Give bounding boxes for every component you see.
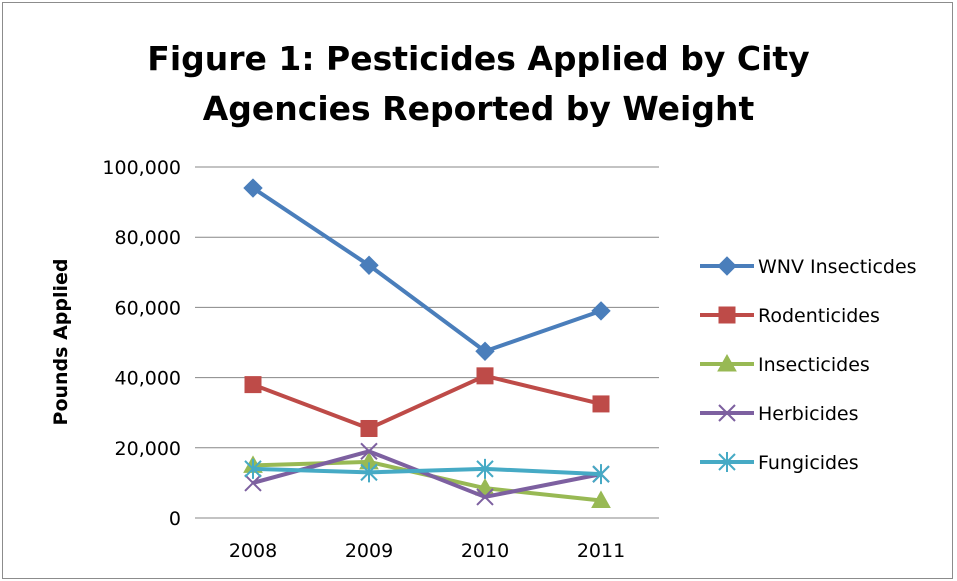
series-fungicides (244, 458, 610, 485)
y-tick-label: 20,000 (115, 438, 181, 460)
chart-title-line-2: Agencies Reported by Weight (202, 89, 755, 128)
series-rodenticides (244, 367, 610, 437)
legend-item: WNV Insecticdes (700, 256, 917, 278)
data-point-marker (476, 488, 494, 506)
data-point-marker (360, 462, 378, 483)
legend-item: Rodenticides (700, 305, 880, 327)
data-point-marker (476, 458, 494, 479)
y-tick-label: 60,000 (115, 297, 181, 319)
data-point-marker (591, 490, 611, 508)
legend: WNV Insecticdes Rodenticides Insecticides H… (700, 256, 917, 474)
series-line (251, 186, 602, 354)
legend-label: Insecticides (758, 354, 870, 376)
legend-marker (718, 306, 736, 324)
series-line (252, 373, 602, 431)
y-axis-label: Pounds Applied (50, 259, 72, 426)
legend-label: Fungicides (758, 452, 859, 474)
y-axis-ticks: 0 20,000 40,000 60,000 80,000 100,000 (102, 157, 181, 530)
chart-title: Figure 1: Pesticides Applied by City Age… (0, 34, 957, 134)
x-tick-label: 2008 (229, 540, 277, 562)
legend-item: Herbicides (700, 403, 859, 425)
series-insecticides (243, 451, 611, 508)
data-point-marker (244, 458, 262, 479)
y-tick-label: 40,000 (115, 368, 181, 390)
legend-item: Fungicides (700, 452, 859, 474)
data-point-marker (360, 442, 378, 461)
legend-marker (718, 452, 736, 472)
data-point-marker (475, 341, 495, 361)
legend-marker (717, 353, 737, 372)
legend-label: Herbicides (758, 403, 859, 425)
series-line (252, 449, 602, 499)
x-tick-label: 2011 (577, 540, 625, 562)
y-tick-label: 0 (169, 508, 181, 530)
data-point-marker (244, 376, 262, 394)
legend-marker (717, 256, 737, 276)
data-point-marker (476, 367, 494, 385)
data-point-marker (359, 255, 379, 275)
legend-item: Insecticides (700, 353, 870, 376)
legend-marker (718, 404, 736, 422)
y-tick-label: 100,000 (102, 157, 181, 179)
data-point-marker (592, 395, 610, 413)
legend-label: WNV Insecticdes (758, 256, 917, 278)
chart-title-line-1: Figure 1: Pesticides Applied by City (147, 39, 810, 78)
data-point-marker (591, 301, 611, 321)
y-tick-label: 80,000 (115, 227, 181, 249)
x-tick-label: 2009 (345, 540, 393, 562)
series-line (252, 466, 602, 477)
data-point-marker (360, 419, 378, 437)
data-point-marker (592, 464, 610, 485)
x-axis-ticks: 2008 2009 2010 2011 (229, 540, 625, 562)
x-tick-label: 2010 (461, 540, 509, 562)
legend-label: Rodenticides (758, 305, 880, 327)
data-point-marker (244, 474, 262, 492)
series-lines (243, 178, 611, 508)
series-wnv-insecticdes (243, 178, 611, 361)
data-point-marker (243, 178, 263, 198)
